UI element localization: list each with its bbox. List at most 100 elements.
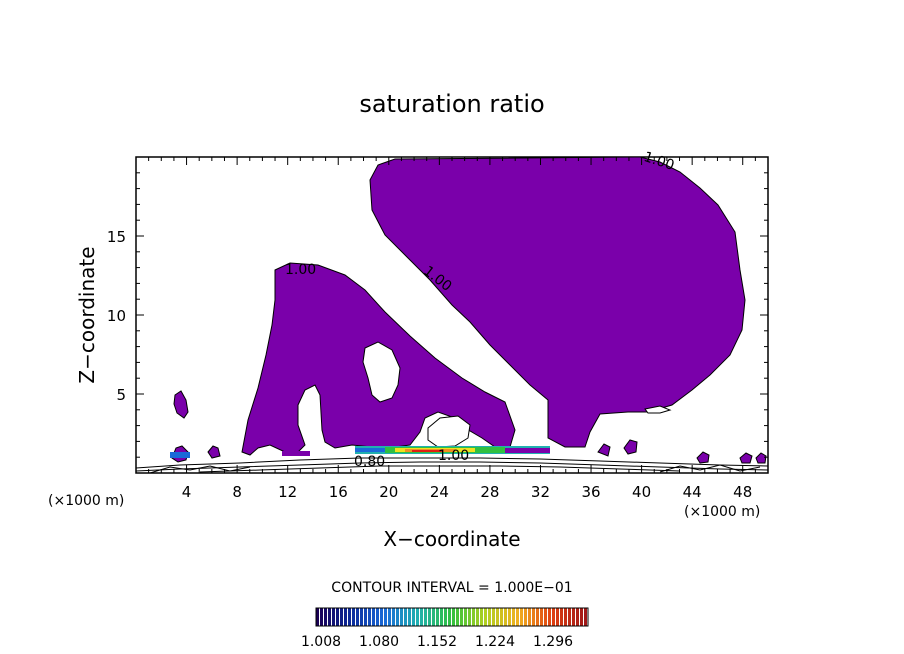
x-tick-label: 32 <box>531 483 550 501</box>
colorbar-tick-label: 1.080 <box>359 634 399 650</box>
colorbar-swatch <box>452 608 455 626</box>
colorbar-swatch <box>528 608 531 626</box>
contour-hole-1 <box>362 341 401 403</box>
contour-hole-2 <box>427 415 471 448</box>
colorbar-swatch <box>468 608 471 626</box>
colorbar-swatch <box>548 608 551 626</box>
contour-fill-group <box>136 157 768 473</box>
colorbar-swatch <box>536 608 539 626</box>
colorbar-frame <box>315 607 589 627</box>
x-tick-label: 24 <box>430 483 449 501</box>
colorbar-swatch <box>404 608 407 626</box>
contour-region-upper-right <box>369 157 746 448</box>
colorbar-tick-label: 1.224 <box>475 634 515 650</box>
colorbar-swatch <box>428 608 431 626</box>
colorbar-swatch <box>380 608 383 626</box>
colorbar-swatch <box>448 608 451 626</box>
colorbar-swatch <box>360 608 363 626</box>
colorbar-swatch <box>524 608 527 626</box>
colorbar-swatch <box>384 608 387 626</box>
colorbar-swatch <box>440 608 443 626</box>
colorbar-swatch <box>432 608 435 626</box>
contour-blob-5 <box>597 443 611 457</box>
colorbar-swatch <box>328 608 331 626</box>
colorbar-swatch <box>508 608 511 626</box>
colorbar-swatch <box>392 608 395 626</box>
colorbar-swatch <box>532 608 535 626</box>
ground-contour-2 <box>136 461 768 472</box>
contour-label-2: 1.00 <box>285 262 316 278</box>
band-red <box>412 450 442 452</box>
colorbar-tick-label: 1.152 <box>417 634 457 650</box>
colorbar-swatch <box>444 608 447 626</box>
x-tick-label: 16 <box>329 483 348 501</box>
x-axis-label: X−coordinate <box>383 527 520 551</box>
y-tick-label: 10 <box>107 307 126 325</box>
colorbar <box>316 608 587 626</box>
colorbar-swatch <box>340 608 343 626</box>
colorbar-swatch <box>416 608 419 626</box>
colorbar-swatch <box>556 608 559 626</box>
colorbar-swatch <box>568 608 571 626</box>
colorbar-swatch <box>576 608 579 626</box>
colorbar-swatch <box>544 608 547 626</box>
x-tick-label: 48 <box>733 483 752 501</box>
contour-blob-7 <box>739 452 753 464</box>
colorbar-swatch <box>480 608 483 626</box>
colorbar-swatch <box>560 608 563 626</box>
colorbar-swatch <box>496 608 499 626</box>
x-tick-label: 40 <box>632 483 651 501</box>
y-tick-label: 15 <box>107 228 126 246</box>
colorbar-swatch <box>500 608 503 626</box>
ground-contour-3 <box>199 465 681 473</box>
colorbar-swatch <box>336 608 339 626</box>
contour-label-4: 1.00 <box>438 448 469 464</box>
ground-contour-4 <box>149 465 251 473</box>
colorbar-swatch <box>572 608 575 626</box>
colorbar-swatch <box>464 608 467 626</box>
contour-hole-3 <box>644 405 672 414</box>
colorbar-swatch <box>408 608 411 626</box>
x-tick-label: 12 <box>278 483 297 501</box>
colorbar-ticks: 1.008 1.080 1.152 1.224 1.296 <box>301 634 573 650</box>
chart-title: saturation ratio <box>359 90 544 118</box>
colorbar-swatch <box>584 608 587 626</box>
x-tick-label: 8 <box>232 483 242 501</box>
colorbar-swatch <box>316 608 319 626</box>
colorbar-swatch <box>436 608 439 626</box>
colorbar-swatch <box>472 608 475 626</box>
x-unit-left: (×1000 m) <box>48 493 124 509</box>
colorbar-swatch <box>348 608 351 626</box>
colorbar-swatch <box>488 608 491 626</box>
colorbar-swatch <box>344 608 347 626</box>
colorbar-swatch <box>456 608 459 626</box>
colorbar-swatch <box>420 608 423 626</box>
colorbar-swatch <box>332 608 335 626</box>
ground-contour-5 <box>659 464 761 473</box>
colorbar-swatch <box>352 608 355 626</box>
colorbar-swatch <box>580 608 583 626</box>
colorbar-swatch <box>324 608 327 626</box>
contour-blob-8 <box>755 452 767 464</box>
colorbar-swatch <box>492 608 495 626</box>
colorbar-tick-label: 1.008 <box>301 634 341 650</box>
x-tick-label: 20 <box>379 483 398 501</box>
contour-interval-text: CONTOUR INTERVAL = 1.000E−01 <box>331 580 572 596</box>
colorbar-swatch <box>320 608 323 626</box>
colorbar-swatch <box>512 608 515 626</box>
x-tick-label: 4 <box>182 483 192 501</box>
y-tick-label: 5 <box>116 386 126 404</box>
band-left-purple <box>282 451 310 456</box>
x-tick-label: 36 <box>581 483 600 501</box>
colorbar-swatch <box>520 608 523 626</box>
colorbar-swatch <box>400 608 403 626</box>
colorbar-swatch <box>552 608 555 626</box>
contour-blob-6 <box>696 451 710 464</box>
colorbar-swatch <box>396 608 399 626</box>
colorbar-swatch <box>540 608 543 626</box>
colorbar-swatch <box>412 608 415 626</box>
colorbar-swatch <box>368 608 371 626</box>
band-purple <box>505 448 550 453</box>
x-tick-label: 28 <box>480 483 499 501</box>
